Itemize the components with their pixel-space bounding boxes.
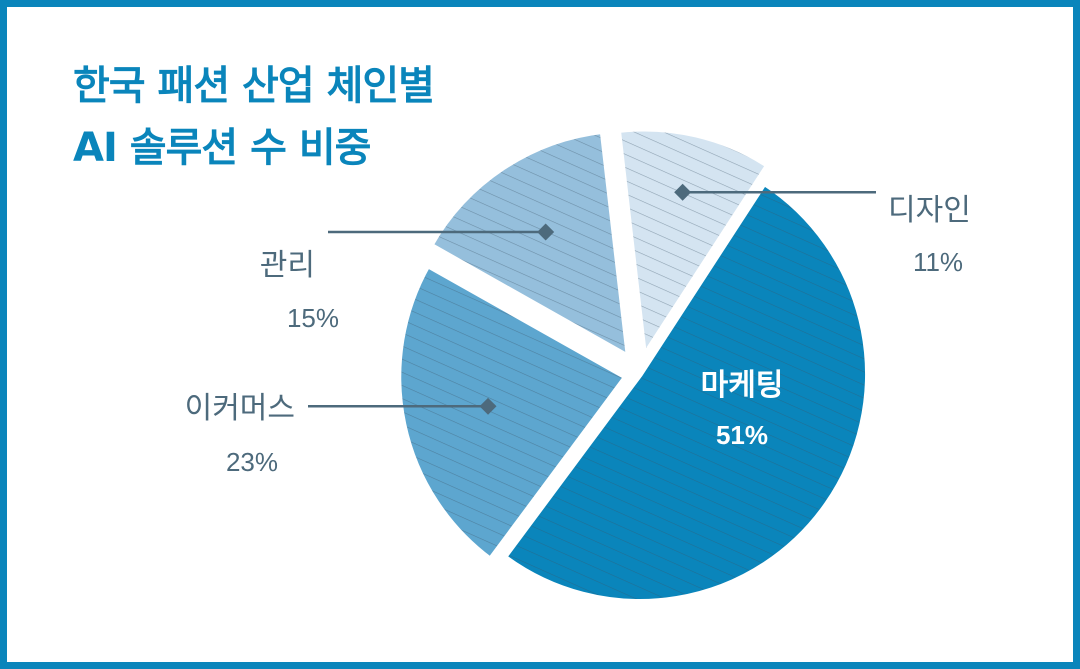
slice-label-design: 디자인 bbox=[888, 193, 971, 228]
slice-percent-design: 11% bbox=[913, 247, 963, 277]
chart-title-line-1: 한국 패션 산업 체인별 bbox=[73, 63, 435, 109]
pie-slice-design bbox=[614, 125, 773, 366]
chart-title: 한국 패션 산업 체인별 AI 솔루션 수 비중 bbox=[73, 55, 435, 179]
slice-label-ecommerce: 이커머스 bbox=[185, 391, 295, 426]
slice-labels: 마케팅 51% 이커머스 23% 관리 15% 디자인 11% bbox=[185, 193, 971, 477]
leader-lines bbox=[308, 183, 876, 415]
pie-slices bbox=[395, 125, 871, 605]
chart-title-line-2: AI 솔루션 수 비중 bbox=[73, 125, 371, 171]
slice-percent-management: 15% bbox=[287, 303, 339, 333]
pie-slice-management bbox=[426, 127, 633, 363]
leader-marker-ecommerce bbox=[479, 397, 497, 415]
slice-percent-ecommerce: 23% bbox=[226, 447, 278, 477]
slice-label-marketing: 마케팅 bbox=[701, 368, 784, 403]
leader-marker-design bbox=[674, 183, 692, 201]
slice-label-management: 관리 bbox=[260, 248, 315, 283]
pie-slice-marketing bbox=[499, 178, 871, 605]
slice-percent-marketing: 51% bbox=[716, 420, 768, 450]
leader-marker-management bbox=[537, 223, 555, 241]
pie-slice-ecommerce bbox=[395, 260, 631, 565]
